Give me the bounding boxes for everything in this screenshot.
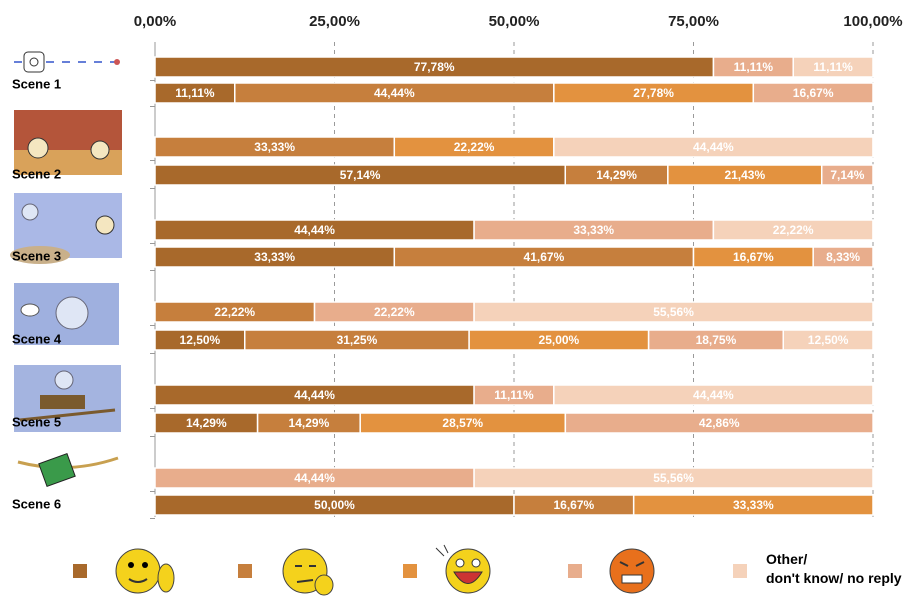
value-label: 55,56%	[653, 471, 694, 485]
category-label: Scene 4	[12, 331, 62, 346]
value-label: 11,11%	[813, 60, 853, 74]
value-label: 33,33%	[254, 250, 295, 264]
scene-icon	[14, 52, 120, 72]
value-label: 14,29%	[596, 168, 637, 182]
value-label: 12,50%	[808, 333, 849, 347]
value-label: 57,14%	[340, 168, 381, 182]
value-label: 16,67%	[733, 250, 774, 264]
legend-icon	[436, 545, 490, 593]
value-label: 50,00%	[314, 498, 355, 512]
value-label: 11,11%	[175, 86, 215, 100]
value-label: 77,78%	[414, 60, 455, 74]
value-label: 21,43%	[724, 168, 765, 182]
x-tick-label: 0,00%	[134, 13, 177, 30]
category-label: Scene 1	[12, 76, 61, 91]
value-label: 44,44%	[693, 140, 734, 154]
legend-swatch	[733, 564, 747, 578]
value-label: 44,44%	[294, 471, 335, 485]
value-label: 41,67%	[524, 250, 565, 264]
value-label: 16,67%	[793, 86, 834, 100]
value-label: 44,44%	[374, 86, 415, 100]
value-label: 44,44%	[294, 223, 335, 237]
value-label: 31,25%	[337, 333, 378, 347]
value-label: 22,22%	[374, 305, 415, 319]
value-label: 22,22%	[214, 305, 255, 319]
value-label: 7,14%	[830, 168, 864, 182]
value-label: 11,11%	[494, 388, 534, 402]
legend-swatch	[568, 564, 582, 578]
value-label: 14,29%	[289, 416, 330, 430]
legend-icon	[116, 549, 174, 593]
chart: 0,00% 25,00% 50,00% 75,00% 100,00% 77,78% 11,1…	[0, 0, 924, 599]
x-tick-label: 25,00%	[309, 13, 360, 30]
category-label: Scene 2	[12, 166, 61, 181]
category-label: Scene 6	[12, 496, 61, 511]
value-label: 11,11%	[734, 60, 774, 74]
value-label: 18,75%	[696, 333, 737, 347]
value-label: 33,33%	[573, 223, 614, 237]
x-tick-label: 75,00%	[668, 13, 719, 30]
value-label: 22,22%	[773, 223, 814, 237]
value-label: 22,22%	[454, 140, 495, 154]
value-label: 8,33%	[826, 250, 860, 264]
category-label: Scene 5	[12, 414, 61, 429]
category-label: Scene 3	[12, 248, 61, 263]
value-label: 25,00%	[539, 333, 580, 347]
x-tick-label: 50,00%	[489, 13, 540, 30]
value-label: 16,67%	[553, 498, 594, 512]
value-label: 28,57%	[442, 416, 483, 430]
value-label: 14,29%	[186, 416, 227, 430]
legend-icon	[610, 549, 654, 593]
legend-icon	[283, 549, 333, 595]
value-label: 27,78%	[633, 86, 674, 100]
value-label: 33,33%	[733, 498, 774, 512]
scene-icon	[18, 454, 118, 487]
legend-swatch	[403, 564, 417, 578]
scene-icon	[14, 110, 122, 175]
value-label: 42,86%	[699, 416, 740, 430]
x-tick-label: 100,00%	[843, 13, 902, 30]
value-label: 44,44%	[693, 388, 734, 402]
value-label: 44,44%	[294, 388, 335, 402]
page: {"chart_data": {"type": "stacked-bar-hor…	[0, 0, 924, 599]
legend-swatch	[238, 564, 252, 578]
legend-swatch	[73, 564, 87, 578]
legend-label: Other/ don't know/ no reply	[766, 550, 902, 588]
value-label: 55,56%	[653, 305, 694, 319]
value-label: 12,50%	[180, 333, 221, 347]
value-label: 33,33%	[254, 140, 295, 154]
